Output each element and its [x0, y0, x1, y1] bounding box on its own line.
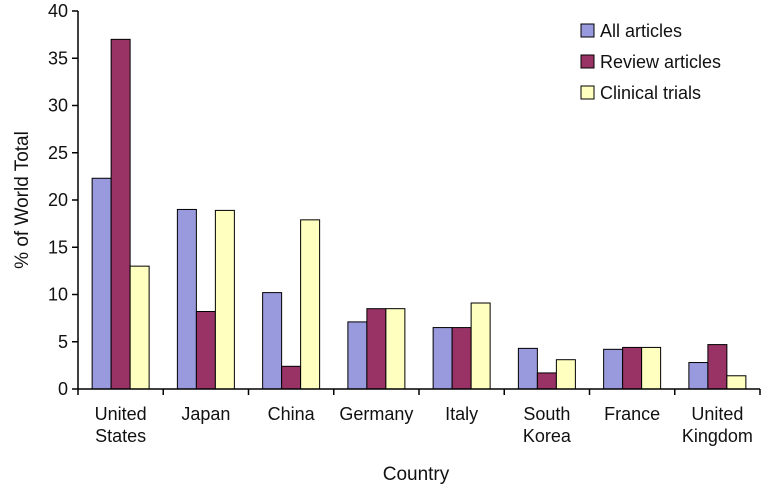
bar-clinical-trials-south-korea [555, 359, 576, 390]
y-tick-label: 20 [48, 190, 68, 210]
category-label-united-kingdom: United Kingdom [682, 404, 753, 446]
category-label-japan: Japan [181, 404, 230, 424]
legend-label-all-articles: All articles [600, 21, 682, 41]
bar-all-articles-united-states [91, 177, 112, 390]
legend-label-review-articles: Review articles [600, 52, 721, 72]
y-tick-label: 35 [48, 48, 68, 68]
legend: All articles Review articles Clinical tria… [580, 21, 721, 103]
bar-review-articles-china [281, 365, 302, 390]
y-tick-label: 30 [48, 96, 68, 116]
bar-review-articles-united-kingdom [707, 344, 728, 390]
y-axis-title: % of World Total [12, 131, 33, 269]
bar-all-articles-italy [432, 327, 453, 390]
y-tick-label: 25 [48, 143, 68, 163]
category-label-united-states: United States [95, 404, 147, 446]
bar-review-articles-south-korea [536, 372, 557, 390]
y-ticks-group: 0 5 10 15 20 25 30 35 40 [48, 1, 78, 399]
y-tick-label: 15 [48, 237, 68, 257]
category-label-china: China [268, 404, 316, 424]
bar-review-articles-germany [366, 308, 387, 390]
category-label-germany: Germany [339, 404, 413, 424]
bar-clinical-trials-united-states [129, 265, 150, 390]
bar-clinical-trials-france [641, 346, 662, 390]
bar-review-articles-united-states [110, 38, 131, 390]
bar-clinical-trials-united-kingdom [726, 375, 747, 390]
legend-swatch-clinical-trials [580, 85, 595, 100]
bar-all-articles-china [262, 292, 283, 390]
category-label-south-korea: South Korea [523, 404, 572, 446]
bar-review-articles-italy [451, 327, 472, 390]
bar-all-articles-south-korea [517, 347, 538, 390]
bar-all-articles-france [603, 348, 624, 390]
x-axis-title: Country [383, 464, 450, 485]
legend-label-clinical-trials: Clinical trials [600, 83, 701, 103]
bar-review-articles-japan [195, 311, 216, 390]
bar-all-articles-japan [176, 208, 197, 390]
bar-all-articles-united-kingdom [688, 362, 709, 390]
category-labels-group: United States Japan China Germany Italy South K… [95, 404, 753, 446]
x-ticks-group [77, 389, 761, 395]
y-tick-label: 10 [48, 285, 68, 305]
y-tick-label: 0 [58, 379, 68, 399]
bar-clinical-trials-italy [470, 302, 491, 390]
legend-swatch-all-articles [580, 23, 595, 38]
category-label-france: France [604, 404, 660, 424]
bar-all-articles-germany [347, 321, 368, 390]
y-tick-label: 5 [58, 332, 68, 352]
bar-review-articles-france [622, 346, 643, 390]
bar-clinical-trials-china [300, 219, 321, 390]
bars-group [91, 38, 747, 390]
bar-clinical-trials-germany [385, 308, 406, 390]
bar-clinical-trials-japan [214, 209, 235, 390]
legend-swatch-review-articles [580, 54, 595, 69]
category-label-italy: Italy [445, 404, 478, 424]
y-tick-label: 40 [48, 1, 68, 21]
